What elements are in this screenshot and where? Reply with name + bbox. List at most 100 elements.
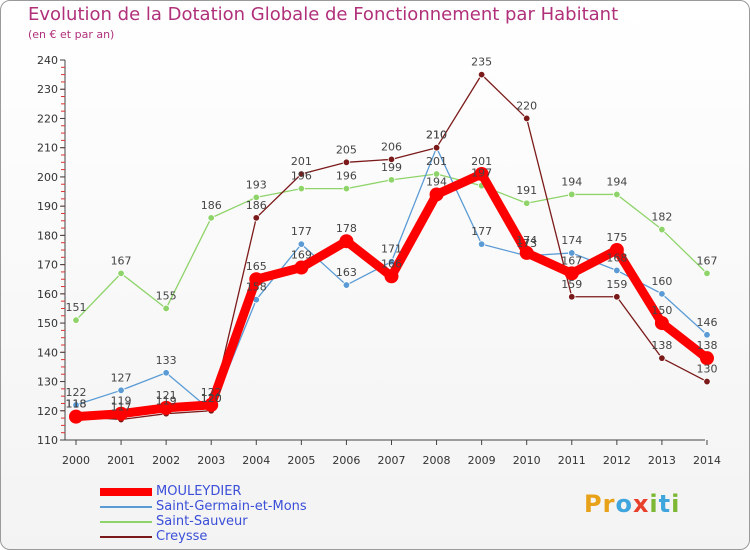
data-label-saint-germain-et-mons: 146: [696, 316, 717, 329]
data-point-saint-germain-et-mons: [162, 369, 170, 377]
data-label-saint-sauveur: 193: [246, 178, 267, 191]
data-point-creysse: [568, 293, 576, 301]
x-tick-label: 2013: [648, 454, 676, 467]
data-label-saint-sauveur: 191: [516, 184, 537, 197]
data-point-saint-sauveur: [342, 184, 351, 193]
y-tick-label: 210: [37, 142, 58, 155]
x-tick-label: 2005: [287, 454, 315, 467]
data-point-saint-germain-et-mons: [613, 266, 621, 275]
data-point-saint-sauveur: [162, 304, 170, 313]
data-label-creysse: 201: [291, 155, 312, 168]
data-label-mouleydier: 166: [381, 257, 402, 270]
data-point-saint-germain-et-mons: [297, 240, 306, 248]
axes: 110 120 130 140 150 160 170 180 190 200 210 220 230 2…: [37, 54, 721, 467]
legend-swatch-mouleydier: [100, 488, 152, 496]
legend-label-saint-sauveur: Saint-Sauveur: [156, 514, 248, 529]
y-tick-label: 120: [37, 405, 58, 418]
x-tick-label: 2014: [693, 454, 721, 467]
data-label-creysse: 186: [246, 199, 267, 212]
data-label-creysse: 159: [561, 278, 582, 291]
data-point-creysse: [297, 170, 306, 178]
logo-letter: P: [584, 490, 603, 518]
x-tick-label: 2012: [603, 454, 631, 467]
data-point-mouleydier: [294, 260, 309, 275]
data-label-saint-sauveur: 196: [336, 170, 357, 183]
data-label-saint-germain-et-mons: 168: [606, 251, 627, 264]
data-label-creysse: 210: [426, 129, 447, 142]
logo-letter: o: [615, 490, 633, 518]
data-point-creysse: [703, 377, 711, 386]
data-point-saint-sauveur: [658, 225, 666, 234]
data-label-mouleydier: 121: [156, 389, 177, 402]
data-label-creysse: 159: [606, 278, 627, 291]
data-label-saint-sauveur: 197: [471, 167, 492, 180]
data-point-creysse: [387, 155, 396, 164]
data-point-mouleydier: [474, 167, 489, 181]
data-point-saint-sauveur: [613, 190, 621, 199]
data-point-mouleydier: [609, 243, 624, 257]
data-point-saint-sauveur: [252, 193, 260, 202]
data-point-mouleydier: [519, 245, 534, 260]
data-label-saint-germain-et-mons: 160: [651, 275, 672, 288]
logo-letter: t: [658, 490, 672, 518]
y-tick-label: 180: [37, 229, 58, 242]
data-point-mouleydier: [159, 400, 174, 415]
data-label-saint-germain-et-mons: 163: [336, 266, 357, 279]
data-label-saint-germain-et-mons: 171: [381, 243, 402, 256]
legend-item-creysse: Creysse: [100, 530, 207, 544]
data-label-creysse: 119: [156, 395, 177, 408]
data-point-mouleydier: [699, 351, 714, 366]
data-label-saint-sauveur: 201: [426, 155, 447, 168]
y-tick-label: 150: [37, 317, 58, 330]
x-tick-label: 2004: [242, 454, 270, 467]
data-label-saint-germain-et-mons: 177: [471, 225, 492, 238]
legend-label-mouleydier: MOULEYDIER: [156, 484, 242, 499]
data-point-mouleydier: [114, 406, 129, 421]
data-label-saint-sauveur: 196: [291, 170, 312, 183]
data-label-mouleydier: 118: [66, 398, 87, 411]
data-label-creysse: 220: [516, 99, 537, 112]
y-tick-label: 240: [37, 54, 58, 67]
data-label-creysse: 235: [471, 56, 492, 69]
data-point-saint-germain-et-mons: [117, 386, 125, 395]
data-label-saint-sauveur: 182: [651, 211, 672, 224]
data-point-creysse: [432, 143, 441, 152]
data-label-creysse: 117: [111, 401, 132, 414]
data-label-saint-germain-et-mons: 174: [561, 234, 582, 247]
data-label-mouleydier: 175: [606, 231, 627, 244]
logo-letter: r: [602, 490, 616, 518]
x-tick-label: 2009: [468, 454, 496, 467]
data-point-mouleydier: [204, 397, 219, 412]
legend-item-saint-sauveur: Saint-Sauveur: [100, 515, 248, 529]
data-point-creysse: [342, 158, 351, 167]
data-point-mouleydier: [69, 409, 83, 424]
data-label-saint-sauveur: 194: [606, 175, 627, 188]
data-label-saint-germain-et-mons: 173: [516, 237, 537, 250]
data-label-mouleydier: 122: [201, 386, 222, 399]
data-point-mouleydier: [384, 269, 399, 284]
data-point-creysse: [252, 214, 260, 222]
data-label-mouleydier: 201: [471, 155, 492, 168]
data-point-mouleydier: [429, 187, 444, 202]
logo-letter: i: [671, 490, 681, 518]
data-label-mouleydier: 169: [291, 249, 312, 262]
legend-swatch-saint-sauveur: [100, 521, 152, 523]
data-point-saint-sauveur: [207, 214, 215, 222]
data-point-saint-sauveur: [432, 170, 441, 178]
y-tick-label: 140: [37, 346, 58, 359]
data-point-mouleydier: [564, 266, 579, 281]
data-label-saint-germain-et-mons: 210: [426, 129, 447, 142]
data-label-creysse: 130: [696, 363, 717, 376]
data-point-saint-germain-et-mons: [658, 290, 666, 298]
x-tick-label: 2010: [513, 454, 541, 467]
data-point-mouleydier: [654, 316, 669, 331]
logo-letter: x: [632, 490, 650, 518]
chart-title: Evolution de la Dotation Globale de Fonc…: [28, 4, 619, 25]
y-tick-label: 220: [37, 112, 58, 125]
data-label-saint-germain-et-mons: 127: [111, 371, 132, 384]
data-label-saint-sauveur: 199: [381, 161, 402, 174]
x-tick-label: 2011: [558, 454, 586, 467]
data-label-creysse: 118: [66, 398, 87, 411]
